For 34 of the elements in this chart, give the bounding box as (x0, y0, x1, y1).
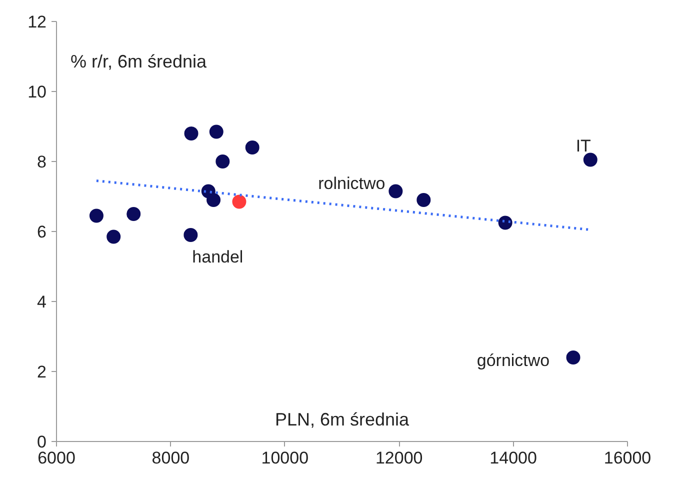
point (583, 152, 598, 167)
y-tick-label: 4 (37, 292, 47, 312)
x-tick-label: 16000 (604, 448, 652, 468)
annotation: rolnictwo (318, 174, 386, 193)
y-tick-label: 2 (37, 362, 47, 382)
x-tick-label: 6000 (38, 448, 76, 468)
point (232, 194, 246, 209)
annotation: górnictwo (476, 351, 550, 370)
y-axis-title: % r/r, 6m średnia (70, 52, 208, 72)
point (416, 193, 431, 207)
point (209, 124, 224, 139)
x-tick-label: 12000 (375, 448, 423, 468)
point (126, 207, 141, 221)
annotation: IT (576, 136, 591, 156)
x-tick-label: 8000 (152, 448, 190, 468)
point (184, 126, 198, 140)
x-tick-label: 10000 (261, 448, 309, 468)
point (106, 230, 121, 244)
x-tick-label: 14000 (490, 448, 537, 468)
y-tick-label: 0 (37, 432, 47, 452)
y-tick-label: 6 (37, 222, 47, 242)
y-tick-label: 12 (28, 12, 47, 32)
point (89, 208, 104, 223)
point (388, 184, 403, 198)
point (216, 154, 230, 168)
point (566, 350, 580, 364)
annotation: handel (192, 248, 244, 266)
point (245, 140, 260, 154)
x-axis-title: PLN, 6m średnia (274, 410, 410, 430)
point (184, 228, 198, 242)
point (498, 216, 512, 230)
point (206, 193, 221, 207)
y-tick-label: 10 (28, 82, 47, 102)
y-tick-label: 8 (37, 152, 47, 172)
